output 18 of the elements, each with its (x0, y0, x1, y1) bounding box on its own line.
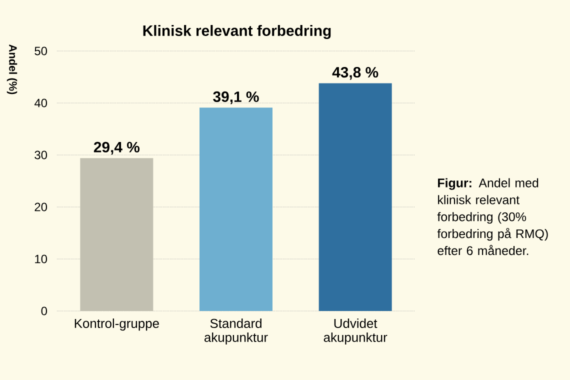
y-tick-label: 20 (34, 202, 48, 212)
x-tick-label: Kontrol-gruppe (74, 318, 159, 331)
bar (318, 83, 392, 311)
data-label: 39,1 % (213, 91, 259, 104)
y-tick-label: 30 (34, 150, 48, 160)
data-label: 29,4 % (94, 142, 140, 155)
y-tick-label: 0 (41, 306, 48, 316)
bar (80, 158, 154, 311)
chart-title: Klinisk relevant forbedring (143, 25, 331, 39)
text: Figur: Andel med klinisk relevant forbedring (30% forbedring på RMQ) efter 6 måneder. (437, 178, 548, 256)
y-axis-title: Andel (%) (6, 44, 18, 94)
y-tick-label: 40 (34, 98, 48, 108)
x-tick-label: Standard akupunktur (204, 318, 268, 345)
y-tick-label: 50 (34, 46, 48, 56)
x-tick-label: Udvidet akupunktur (324, 318, 388, 345)
y-tick-label: 10 (35, 254, 48, 264)
data-label: 43,8 % (332, 66, 378, 80)
bar (200, 108, 273, 311)
